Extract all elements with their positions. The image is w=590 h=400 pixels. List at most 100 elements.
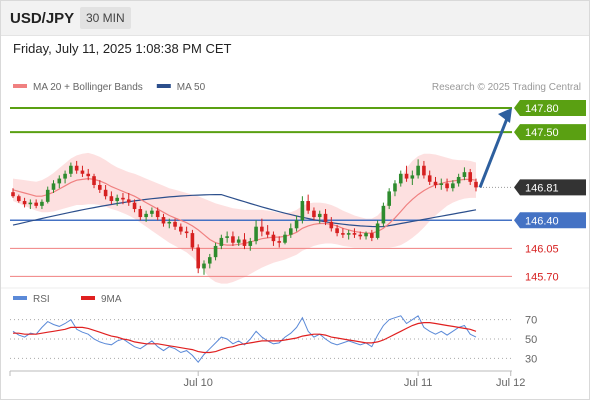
candle-body	[184, 231, 189, 234]
candle-body	[92, 176, 96, 185]
candle-body	[381, 205, 386, 224]
rsi-legend-label-1: 9MA	[101, 294, 122, 305]
pivot-label: 146.40	[525, 215, 559, 227]
candle-body	[190, 233, 195, 248]
candle-body	[439, 183, 444, 185]
candle-body	[202, 263, 206, 269]
candle-body	[167, 221, 172, 224]
rsi-series-0	[12, 315, 477, 363]
candle-body	[398, 173, 403, 184]
candle-body	[393, 183, 397, 192]
candle-body	[445, 183, 449, 189]
candle-body	[416, 165, 420, 176]
rsi-series-1	[13, 322, 477, 354]
candle-body	[427, 175, 432, 182]
candle-body	[179, 226, 183, 232]
candle-body	[323, 213, 328, 222]
candle-body	[271, 234, 276, 242]
candle-body	[132, 202, 137, 210]
candle-body	[109, 196, 114, 202]
candle-body	[387, 191, 391, 206]
candle-body	[138, 209, 143, 218]
target-label-box-0	[514, 100, 586, 117]
bollinger-band	[13, 152, 476, 284]
x-tick-label-0: Jul 10	[184, 377, 213, 389]
candle-body	[161, 217, 166, 224]
candle-body	[28, 202, 33, 205]
candle-body	[265, 231, 270, 235]
candle-body	[254, 226, 258, 242]
candle-body	[341, 233, 345, 235]
candle-body	[329, 221, 334, 229]
candle-body	[231, 236, 235, 243]
candle-body	[173, 221, 177, 227]
last-price-label: 146.81	[525, 182, 559, 194]
candle-body	[242, 239, 247, 246]
projection-arrow-line	[478, 115, 510, 188]
candle-body	[474, 181, 478, 188]
candle-body	[300, 201, 305, 221]
candle-body	[80, 170, 85, 174]
candle-body	[283, 234, 287, 243]
support-label-4: 146.05	[525, 243, 559, 255]
candle-body	[451, 183, 455, 189]
candle-body	[16, 196, 21, 202]
candle-body	[115, 197, 119, 202]
candle-body	[74, 165, 79, 171]
target-label-1: 147.50	[525, 127, 559, 139]
support-label-5: 145.70	[525, 271, 559, 283]
rsi-tick-label-2: 30	[525, 353, 537, 365]
copyright-text: Research © 2025 Trading Central	[432, 82, 581, 93]
x-tick-label-1: Jul 11	[404, 377, 433, 389]
candle-body	[150, 210, 154, 214]
candle-body	[456, 176, 461, 184]
header-bar: USD/JPY 30 MIN	[0, 0, 590, 36]
candle-body	[51, 183, 56, 190]
candle-body	[260, 226, 264, 232]
legend-label-0: MA 20 + Bollinger Bands	[33, 82, 143, 93]
rsi-legend-label-0: RSI	[33, 294, 50, 305]
timeframe-button[interactable]: 30 MIN	[80, 7, 131, 29]
candle-body	[207, 257, 212, 264]
candle-body	[468, 172, 473, 182]
candle-body	[312, 210, 316, 218]
symbol-title: USD/JPY	[10, 10, 75, 27]
candle-body	[289, 228, 293, 235]
candle-body	[277, 241, 282, 243]
candle-body	[248, 241, 253, 246]
rsi-tick-label-0: 70	[525, 315, 537, 327]
candle-body	[34, 202, 38, 206]
candle-body	[86, 173, 91, 177]
rsi-legend-swatch-0	[13, 296, 27, 300]
candle-body	[225, 236, 229, 238]
candle-body	[404, 173, 409, 179]
candle-body	[346, 233, 351, 235]
legend-swatch-0	[13, 84, 27, 88]
candle-body	[98, 184, 102, 190]
candle-body	[69, 165, 73, 174]
candle-body	[11, 192, 15, 197]
candle-body	[213, 245, 218, 258]
candle-body	[410, 175, 415, 179]
candle-body	[364, 233, 368, 237]
candle-body	[352, 233, 357, 235]
x-tick-label-2: Jul 12	[496, 377, 525, 389]
candle-body	[219, 237, 224, 246]
target-label-0: 147.80	[525, 103, 559, 115]
candle-body	[317, 213, 322, 218]
candle-body	[433, 181, 438, 185]
candle-body	[57, 178, 62, 184]
candle-body	[103, 189, 108, 197]
legend-label-1: MA 50	[177, 82, 206, 93]
rsi-legend-swatch-1	[81, 296, 95, 300]
candle-body	[236, 239, 241, 243]
candle-body	[45, 189, 50, 202]
candle-body	[294, 220, 299, 229]
rsi-tick-label-1: 50	[525, 334, 537, 346]
target-label-box-1	[514, 124, 586, 141]
candle-body	[40, 201, 44, 206]
candle-body	[422, 165, 426, 176]
last-price-box	[514, 179, 586, 196]
candle-body	[126, 199, 131, 203]
